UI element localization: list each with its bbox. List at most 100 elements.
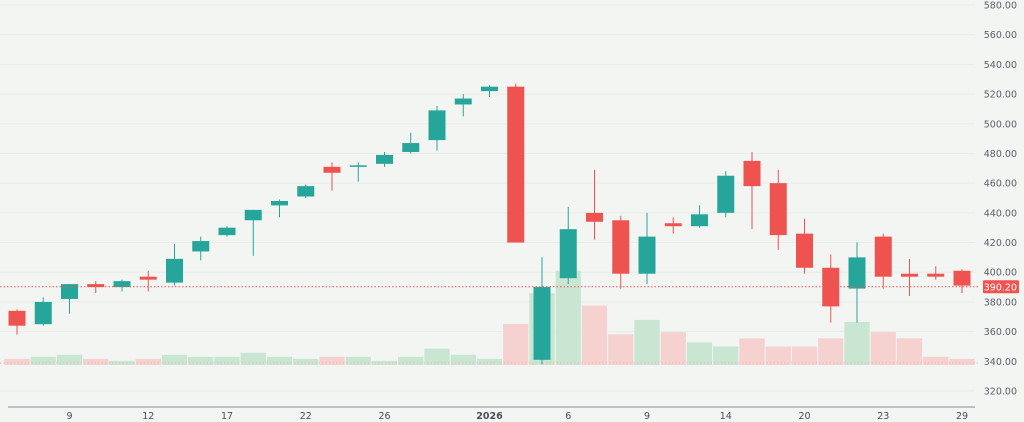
candle-body [507, 86, 525, 243]
volume-bar [555, 270, 581, 365]
price-tick-label: 420.00 [984, 238, 1017, 249]
volume-bar [818, 338, 844, 365]
volume-bar [188, 356, 214, 365]
volume-bar [608, 334, 634, 365]
candle[interactable] [271, 199, 288, 218]
candle[interactable] [192, 236, 210, 261]
candle[interactable] [8, 309, 26, 335]
volume-bar [319, 356, 345, 365]
price-axis[interactable]: 580.00 560.00 540.00 520.00 500.00 480.00 460.… [984, 1, 1017, 398]
candle[interactable] [638, 212, 656, 285]
price-tick-label: 380.00 [984, 297, 1017, 308]
candle[interactable] [586, 169, 603, 240]
price-tick-label: 540.00 [984, 60, 1017, 71]
volume-bar [503, 324, 529, 365]
candle-body [481, 86, 498, 92]
candle[interactable] [218, 226, 236, 237]
candle[interactable] [481, 85, 498, 98]
time-tick-label: 9 [66, 411, 72, 422]
candle[interactable] [927, 266, 945, 280]
volume-bar [791, 346, 818, 365]
volume-bar [870, 332, 896, 365]
candle[interactable] [717, 171, 735, 218]
candle-body [717, 175, 735, 213]
candle-body [796, 233, 813, 268]
candle-body [874, 236, 892, 277]
volume-bar [686, 342, 713, 365]
candle[interactable] [428, 105, 446, 151]
candle[interactable] [953, 269, 971, 294]
candle[interactable] [349, 162, 367, 182]
candle[interactable] [664, 217, 682, 234]
time-tick-label: 29 [956, 411, 968, 422]
candle[interactable] [769, 169, 787, 250]
candle[interactable] [323, 162, 341, 191]
volume-bar [371, 360, 398, 365]
volume-bar [634, 319, 660, 365]
time-axis[interactable]: 9 12 17 22 26 2026 6 9 14 20 23 29 [66, 411, 968, 422]
candle[interactable] [901, 258, 918, 296]
volume-bar [398, 356, 424, 365]
volume-bar [135, 358, 161, 365]
candle[interactable] [796, 218, 813, 274]
time-tick-label: 9 [644, 411, 650, 422]
candle[interactable] [139, 270, 157, 292]
candle[interactable] [743, 151, 761, 230]
volume-bar [83, 358, 109, 365]
candle[interactable] [691, 205, 708, 228]
candle-body [612, 220, 630, 274]
volume-bar [345, 356, 371, 365]
svg-text:390.20: 390.20 [984, 282, 1017, 293]
candle-body [559, 229, 577, 279]
candle[interactable] [848, 242, 866, 323]
candle[interactable] [297, 184, 315, 198]
candle[interactable] [874, 233, 892, 289]
volume-bar [713, 346, 739, 365]
candle-body [244, 209, 262, 221]
candle[interactable] [533, 257, 551, 365]
volume-bar [424, 348, 450, 365]
candle-body [87, 284, 105, 288]
candle[interactable] [612, 215, 630, 289]
candle[interactable] [559, 206, 577, 285]
candle-body [139, 276, 157, 280]
price-tick-label: 460.00 [984, 179, 1017, 190]
time-tick-label: 22 [300, 411, 312, 422]
candle[interactable] [244, 209, 262, 256]
candle[interactable] [166, 244, 183, 286]
candle-body [848, 257, 866, 289]
candle-body [113, 281, 131, 288]
price-tick-label: 320.00 [984, 387, 1017, 398]
price-grid [0, 4, 975, 392]
candle-body [323, 166, 341, 173]
candle[interactable] [454, 94, 472, 117]
candle-body [376, 154, 393, 164]
candle-body [61, 284, 78, 299]
candle-body [638, 236, 656, 274]
volume-bar [30, 356, 56, 365]
candle-body [297, 186, 315, 197]
candle[interactable] [34, 297, 52, 326]
candle[interactable] [113, 279, 131, 292]
time-tick-label: 12 [142, 411, 154, 422]
price-tick-label: 520.00 [984, 90, 1017, 101]
candle-body [192, 241, 210, 252]
candle-body [428, 110, 446, 141]
price-tick-label: 480.00 [984, 149, 1017, 160]
volume-bar [896, 338, 923, 365]
candle[interactable] [507, 83, 525, 243]
price-tick-label: 360.00 [984, 327, 1017, 338]
candle-body [927, 273, 945, 277]
candle[interactable] [402, 132, 420, 154]
candle-body [8, 310, 26, 326]
volume-bar [214, 356, 240, 365]
candle[interactable] [376, 151, 393, 167]
candle-body [34, 301, 52, 325]
time-tick-label: 20 [798, 411, 810, 422]
candle[interactable] [61, 284, 78, 314]
candle-body [402, 143, 420, 152]
candle-body [769, 183, 787, 236]
candle-body [218, 227, 236, 236]
volume-bar [56, 354, 83, 365]
